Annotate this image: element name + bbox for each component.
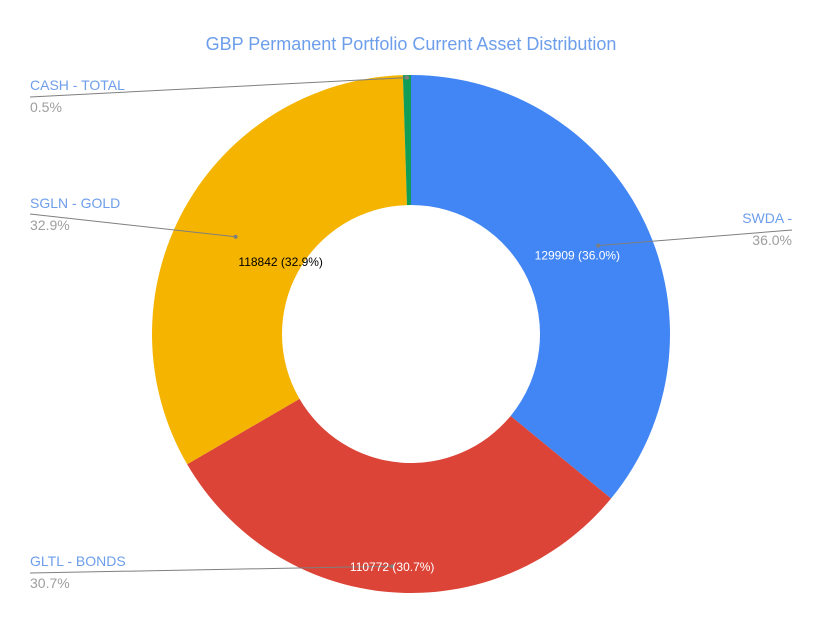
legend-label-gltl-bonds: GLTL - BONDS <box>30 553 126 569</box>
slice-sgln-gold <box>152 75 407 465</box>
legend-percent-swda: 36.0% <box>752 232 792 248</box>
leader-line-gltl-bonds <box>29 565 393 574</box>
legend-percent-gltl-bonds: 30.7% <box>30 575 70 591</box>
leader-line-group <box>29 75 793 574</box>
data-label-group: 129909 (36.0%) 110772 (30.7%) 118842 (32.9… <box>238 248 620 574</box>
slice-swda <box>411 75 670 499</box>
leader-dot-cash-total <box>404 75 409 80</box>
slice-group <box>152 75 670 593</box>
legend-percent-sgln-gold: 32.9% <box>30 217 70 233</box>
slice-gltl-bonds <box>187 398 612 593</box>
data-label-swda: 129909 (36.0%) <box>535 248 620 262</box>
leader-line-cash-total <box>29 77 408 98</box>
chart-title: GBP Permanent Portfolio Current Asset Di… <box>206 34 617 54</box>
leader-line-sgln-gold <box>29 213 236 238</box>
slice-cash-total <box>402 75 411 206</box>
leader-dot-gltl-bonds <box>390 564 395 569</box>
legend-label-sgln-gold: SGLN - GOLD <box>30 195 120 211</box>
data-label-gltl-bonds: 110772 (30.7%) <box>350 560 435 574</box>
leader-line-swda <box>598 229 793 247</box>
legend-label-swda: SWDA - <box>742 210 792 226</box>
legend-percent-cash-total: 0.5% <box>30 99 62 115</box>
legend-label-cash-total: CASH - TOTAL <box>30 77 125 93</box>
data-label-sgln-gold: 118842 (32.9%) <box>238 255 323 269</box>
legend-group: SWDA - 36.0% GLTL - BONDS 30.7% SGLN - GOLD 3… <box>30 77 792 591</box>
leader-dot-swda <box>596 243 601 248</box>
leader-dot-sgln-gold <box>233 234 238 239</box>
